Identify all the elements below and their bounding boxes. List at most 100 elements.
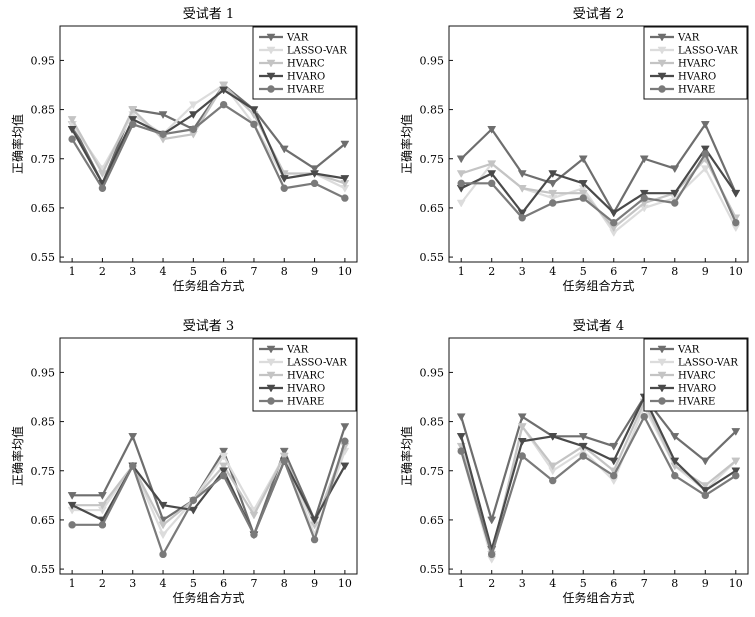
y-tick-label: 0.95 bbox=[420, 54, 445, 67]
data-point bbox=[219, 462, 229, 471]
data-point bbox=[671, 471, 679, 480]
data-point bbox=[219, 452, 229, 461]
data-point bbox=[97, 170, 107, 179]
x-tick-label: 7 bbox=[250, 577, 257, 590]
legend-marker bbox=[266, 371, 276, 380]
y-tick-label: 0.55 bbox=[31, 251, 56, 264]
data-point bbox=[340, 462, 350, 471]
data-point bbox=[340, 175, 350, 183]
data-point bbox=[159, 550, 167, 559]
data-point bbox=[487, 160, 497, 169]
data-point bbox=[579, 194, 587, 202]
data-point bbox=[700, 165, 710, 174]
data-point bbox=[731, 189, 741, 198]
y-tick-label: 0.65 bbox=[420, 202, 445, 215]
data-point bbox=[97, 501, 107, 510]
data-point bbox=[671, 199, 679, 207]
data-point bbox=[670, 433, 680, 441]
y-tick-label: 0.65 bbox=[31, 202, 56, 215]
y-tick-label: 0.95 bbox=[31, 54, 56, 67]
legend-label: VAR bbox=[677, 345, 700, 356]
data-point bbox=[639, 155, 649, 164]
series-line bbox=[71, 459, 346, 536]
data-point bbox=[188, 506, 198, 515]
data-point bbox=[700, 145, 710, 154]
x-axis-label: 任务组合方式 bbox=[172, 590, 244, 605]
x-tick-label: 8 bbox=[281, 265, 288, 278]
legend-marker bbox=[266, 46, 276, 55]
x-tick-label: 10 bbox=[338, 265, 352, 278]
x-tick-label: 1 bbox=[69, 577, 76, 590]
y-axis-label: 正确率均值 bbox=[399, 426, 414, 486]
y-tick-label: 0.85 bbox=[420, 104, 445, 117]
data-point bbox=[279, 175, 289, 183]
x-tick-label: 2 bbox=[488, 577, 495, 590]
x-tick-label: 9 bbox=[702, 577, 709, 590]
series-line bbox=[460, 395, 737, 522]
x-tick-label: 5 bbox=[190, 265, 197, 278]
data-point bbox=[219, 86, 229, 95]
legend-label: HVARE bbox=[678, 85, 715, 96]
x-tick-label: 2 bbox=[488, 265, 495, 278]
y-tick-label: 0.85 bbox=[31, 104, 56, 117]
data-point bbox=[98, 521, 107, 529]
series-line bbox=[72, 426, 346, 536]
legend-label: HVARO bbox=[287, 384, 325, 395]
data-point bbox=[158, 111, 168, 120]
data-point bbox=[219, 447, 229, 456]
x-axis-label: 任务组合方式 bbox=[562, 590, 634, 605]
data-point bbox=[578, 442, 588, 451]
series-line bbox=[460, 147, 737, 214]
x-tick-label: 10 bbox=[729, 265, 743, 278]
x-tick-label: 6 bbox=[610, 265, 617, 278]
x-tick-label: 3 bbox=[519, 265, 526, 278]
data-point bbox=[487, 170, 497, 179]
x-tick-label: 2 bbox=[99, 577, 106, 590]
legend-label: HVARO bbox=[287, 72, 325, 83]
x-tick-label: 3 bbox=[129, 265, 136, 278]
data-point bbox=[128, 116, 138, 124]
y-tick-label: 0.55 bbox=[420, 563, 445, 576]
data-point bbox=[639, 189, 649, 198]
data-point bbox=[731, 428, 741, 436]
data-point bbox=[517, 185, 527, 193]
x-tick-label: 7 bbox=[250, 265, 257, 278]
legend-label: HVARC bbox=[678, 371, 716, 382]
data-point bbox=[700, 487, 710, 495]
x-tick-label: 6 bbox=[610, 577, 617, 590]
x-tick-label: 4 bbox=[160, 577, 167, 590]
data-point bbox=[456, 413, 466, 422]
legend-label: VAR bbox=[286, 345, 309, 356]
data-point bbox=[518, 214, 526, 222]
data-point bbox=[310, 535, 319, 544]
legend-label: HVARC bbox=[678, 59, 716, 70]
x-tick-label: 5 bbox=[190, 577, 197, 590]
data-point bbox=[158, 521, 168, 530]
legend-marker bbox=[657, 384, 667, 393]
data-point bbox=[129, 462, 137, 470]
series-line bbox=[71, 83, 346, 185]
data-point bbox=[341, 437, 349, 445]
data-point bbox=[341, 194, 349, 202]
data-point bbox=[310, 179, 319, 188]
data-point bbox=[456, 155, 466, 164]
data-point bbox=[158, 531, 168, 540]
y-tick-label: 0.65 bbox=[31, 514, 56, 527]
data-point bbox=[548, 170, 558, 179]
legend-marker bbox=[657, 59, 667, 68]
x-tick-label: 4 bbox=[160, 265, 167, 278]
data-point bbox=[549, 199, 557, 207]
data-point bbox=[548, 462, 558, 471]
series-line bbox=[460, 415, 737, 556]
x-tick-label: 7 bbox=[641, 577, 648, 590]
legend-marker bbox=[266, 33, 276, 42]
series-line bbox=[71, 83, 346, 185]
data-point bbox=[487, 516, 497, 525]
chart-title: 受试者 4 bbox=[573, 319, 624, 334]
legend-marker bbox=[657, 358, 667, 367]
data-point bbox=[610, 218, 618, 227]
data-point bbox=[579, 452, 587, 460]
x-tick-label: 5 bbox=[580, 577, 587, 590]
series-hvare bbox=[457, 412, 740, 559]
x-tick-label: 1 bbox=[458, 577, 465, 590]
